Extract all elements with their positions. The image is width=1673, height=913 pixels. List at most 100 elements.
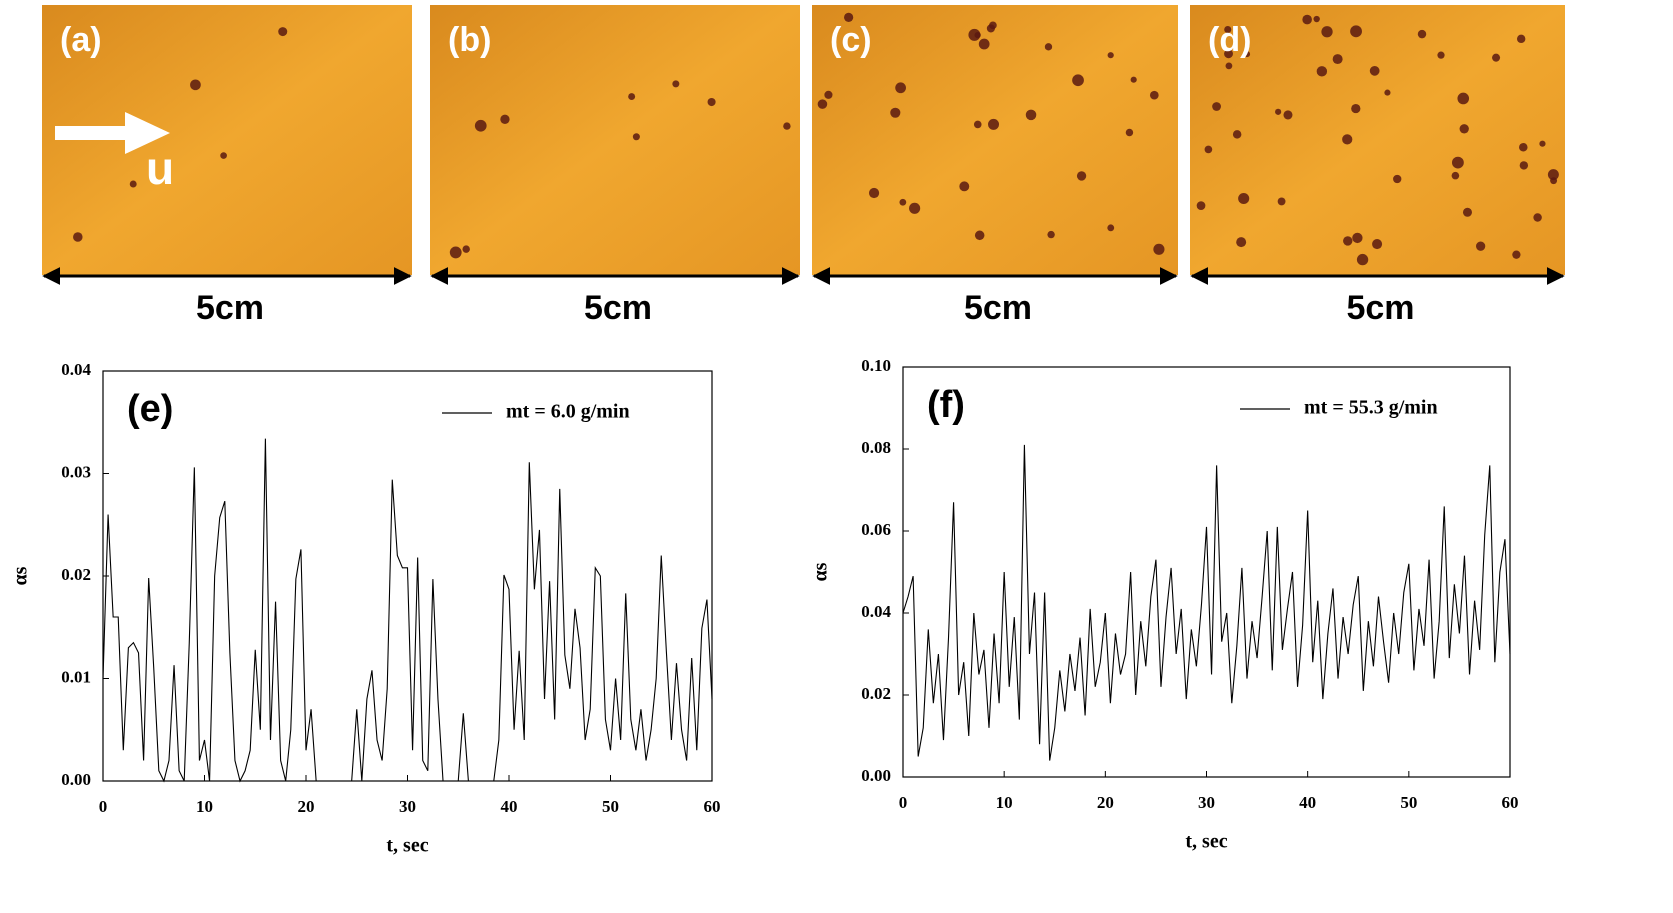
- particle: [1459, 124, 1469, 134]
- y-tick-label: 0.03: [61, 462, 91, 481]
- particle: [129, 180, 137, 188]
- particle: [1492, 53, 1501, 62]
- series-line: [102, 438, 713, 783]
- particle: [1125, 128, 1134, 137]
- x-tick-label: 20: [298, 797, 315, 816]
- x-tick-label: 10: [996, 793, 1013, 812]
- particle: [278, 27, 288, 37]
- x-tick-label: 30: [1198, 793, 1215, 812]
- particle: [220, 152, 227, 159]
- particle: [1072, 74, 1084, 87]
- particle: [1351, 103, 1361, 114]
- x-tick-label: 20: [1097, 793, 1114, 812]
- x-axis-title: t, sec: [386, 835, 428, 857]
- scale-label: 5cm: [196, 289, 264, 327]
- y-tick-label: 0.04: [861, 602, 891, 621]
- particle: [783, 122, 791, 130]
- particle: [1539, 140, 1546, 147]
- particle: [899, 198, 907, 206]
- particle: [1277, 197, 1286, 206]
- particle: [1153, 243, 1165, 255]
- particle: [1393, 174, 1402, 184]
- particle: [1452, 156, 1464, 169]
- particle: [1107, 52, 1114, 59]
- particle: [909, 202, 921, 214]
- particle: [978, 38, 990, 50]
- particle: [1350, 25, 1362, 38]
- particle: [190, 79, 201, 91]
- x-tick-label: 40: [1299, 793, 1316, 812]
- particle: [824, 90, 833, 99]
- y-tick-label: 0.04: [61, 360, 91, 379]
- particle: [1417, 29, 1427, 39]
- legend-label: mt = 55.3 g/min: [1304, 397, 1438, 419]
- particle: [868, 187, 880, 199]
- particle: [844, 12, 854, 22]
- particle: [1343, 236, 1353, 246]
- panel-annotation: (e): [127, 388, 173, 430]
- particle: [628, 93, 636, 101]
- particle: [895, 82, 906, 94]
- particle: [449, 246, 462, 259]
- particle: [959, 181, 970, 192]
- particle: [500, 114, 510, 124]
- particle: [1244, 51, 1251, 58]
- particle: [1130, 76, 1137, 83]
- particle: [1321, 26, 1333, 38]
- particle: [986, 24, 995, 33]
- particle: [1369, 65, 1380, 76]
- panel-annotation: (f): [927, 384, 965, 426]
- particle: [1283, 110, 1293, 120]
- x-tick-label: 60: [1502, 793, 1519, 812]
- x-tick-label: 0: [99, 797, 108, 816]
- particle: [1236, 237, 1247, 248]
- particle: [1275, 108, 1282, 115]
- y-tick-label: 0.00: [61, 770, 91, 789]
- arrow-head: [125, 112, 170, 154]
- particle: [474, 119, 487, 132]
- photo: [1190, 5, 1565, 275]
- particle: [1232, 130, 1242, 139]
- particle: [1224, 49, 1233, 59]
- particle: [1225, 62, 1233, 70]
- series-line: [902, 444, 1511, 761]
- particle: [973, 120, 982, 129]
- particle: [632, 133, 640, 141]
- x-tick-label: 10: [196, 797, 213, 816]
- y-tick-label: 0.02: [861, 684, 891, 703]
- particle: [1516, 34, 1526, 44]
- particle: [988, 118, 1000, 130]
- y-tick-label: 0.00: [861, 766, 891, 785]
- particle: [1196, 201, 1206, 210]
- particle: [1512, 250, 1521, 259]
- y-axis-title: αs: [810, 562, 832, 581]
- x-tick-label: 0: [899, 793, 908, 812]
- photo-panels: (a) 5cm (b) 5cm (c) 5cm (d) 5cm: [42, 5, 1565, 327]
- particle: [672, 80, 680, 88]
- particle: [890, 107, 901, 118]
- x-tick-label: 60: [704, 797, 721, 816]
- y-tick-label: 0.02: [61, 565, 91, 584]
- x-tick-label: 50: [602, 797, 619, 816]
- particle: [1044, 43, 1053, 51]
- particle: [1550, 177, 1558, 185]
- particle: [1519, 161, 1529, 170]
- particle: [1047, 230, 1055, 239]
- panel-label: (b): [448, 21, 491, 59]
- particle: [73, 232, 83, 242]
- particle: [1519, 142, 1528, 152]
- particle: [1451, 171, 1460, 180]
- x-tick-label: 30: [399, 797, 416, 816]
- particle: [1025, 109, 1037, 121]
- particle: [1547, 169, 1559, 181]
- y-tick-label: 0.06: [861, 520, 891, 539]
- particle: [1332, 54, 1343, 65]
- particle: [707, 97, 716, 107]
- particle: [974, 230, 985, 241]
- particle: [1372, 239, 1383, 250]
- particle: [1533, 213, 1542, 222]
- particle: [1462, 207, 1472, 217]
- particle: [1302, 14, 1312, 25]
- y-tick-label: 0.08: [861, 438, 891, 457]
- particle: [1224, 25, 1232, 34]
